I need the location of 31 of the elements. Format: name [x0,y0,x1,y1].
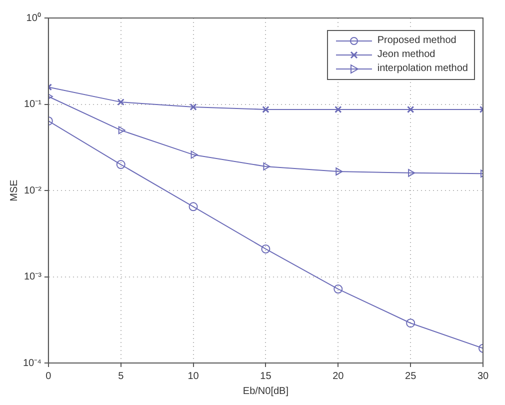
point [188,202,198,212]
y-tick-label: 10⁰ [26,12,42,24]
point [116,160,126,170]
x-tick-label: 5 [118,370,124,382]
x-tick-label: 25 [405,370,417,382]
point [118,126,126,134]
x-tick-label: 30 [477,370,489,382]
legend-label: Jeon method [377,48,436,62]
point [406,106,414,114]
y-tick-label: 10⁻² [24,185,42,196]
point [263,162,270,170]
y-tick-label: 10⁻¹ [24,99,42,110]
y-tick-label: 10⁻³ [24,272,42,282]
point [262,106,270,114]
x-tick-label: 15 [260,370,272,382]
point [406,318,416,328]
point [117,98,124,106]
y-tick-label: 10⁻⁴ [23,358,42,369]
x-axis-title: Eb/N0[dB] [242,386,289,397]
point [336,168,343,176]
x-tick-label: 0 [46,370,52,382]
x-tick-label: 20 [332,370,344,382]
legend-label: Proposed method [377,34,456,48]
point [334,106,342,114]
point [190,150,198,159]
y-axis-title: MSE [8,179,20,202]
point [334,284,343,294]
x-tick-label: 10 [188,370,200,382]
point [190,103,197,111]
point [261,244,270,254]
legend-label: interpolation method [377,62,468,76]
